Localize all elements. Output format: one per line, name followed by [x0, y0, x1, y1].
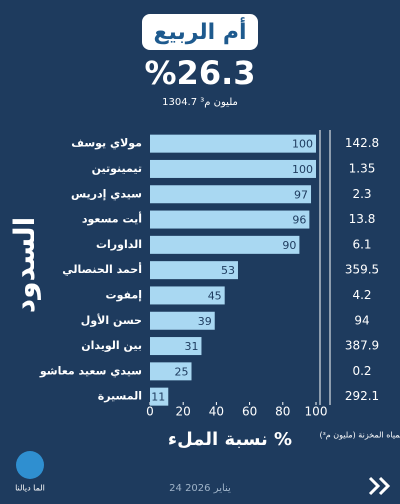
bar — [150, 337, 202, 356]
stored-value: 2.3 — [352, 187, 371, 201]
headline: %26.3 — [144, 54, 255, 92]
stored-value: 0.2 — [352, 364, 371, 378]
bar — [150, 311, 215, 330]
stored-header: المياه المخزنة (مليون م³) — [319, 431, 400, 440]
category-label: سيدي سعيد معاشو — [39, 364, 142, 377]
bar — [150, 261, 238, 280]
x-tick-label: 0 — [146, 405, 154, 419]
stored-value: 142.8 — [345, 136, 379, 150]
value-label: 11 — [151, 391, 165, 404]
x-axis-label: نسبة الملء % — [168, 429, 292, 450]
value-label: 96 — [292, 214, 306, 227]
category-label: تيمينوتين — [92, 162, 142, 175]
next-arrows — [368, 476, 391, 496]
bar — [150, 235, 300, 254]
x-tick-label: 100 — [305, 405, 328, 419]
chart-title: أم الربيع — [153, 16, 246, 45]
bar — [150, 387, 169, 406]
stored-value: 6.1 — [352, 237, 371, 251]
stored-value: 387.9 — [345, 339, 379, 353]
x-tick-label: 40 — [209, 405, 224, 419]
bar — [150, 362, 192, 381]
stored-value: 4.2 — [352, 288, 371, 302]
x-tick-label: 20 — [176, 405, 191, 419]
value-label: 100 — [292, 138, 313, 151]
value-label: 39 — [198, 315, 212, 328]
value-label: 100 — [292, 163, 313, 176]
bar — [150, 210, 310, 229]
category-label: حسن الأول — [81, 313, 142, 327]
date: 24 يناير 2026 — [169, 483, 231, 494]
x-tick-label: 60 — [242, 405, 257, 419]
category-label: بين الويدان — [81, 339, 142, 352]
value-label: 31 — [184, 340, 198, 353]
bar — [150, 134, 316, 153]
subtitle: 1304.7 مليون م³ — [162, 97, 238, 108]
value-label: 45 — [208, 289, 222, 302]
value-label: 97 — [294, 188, 308, 201]
bar — [150, 286, 225, 305]
category-label: مولاي يوسف — [71, 137, 142, 150]
category-label: الداورات — [96, 238, 142, 251]
stored-value: 94 — [354, 313, 369, 327]
category-label: أيت مسعود — [82, 212, 142, 226]
logo-icon — [16, 451, 44, 479]
x-tick-label: 80 — [275, 405, 290, 419]
stored-value: 13.8 — [349, 212, 376, 226]
value-label: 53 — [221, 264, 235, 277]
category-label: إمفوت — [106, 288, 142, 301]
value-label: 90 — [282, 239, 296, 252]
category-label: المسيرة — [98, 390, 142, 403]
title-box — [142, 14, 258, 50]
value-label: 25 — [175, 365, 189, 378]
y-axis-label: السدود — [8, 217, 41, 314]
category-label: أحمد الحنصالي — [62, 262, 142, 276]
logo: الما ديالنا — [15, 484, 45, 493]
stored-value: 292.1 — [345, 389, 379, 403]
stored-value: 359.5 — [345, 263, 379, 277]
stored-value: 1.35 — [349, 161, 376, 175]
bar — [150, 185, 312, 204]
bar — [150, 159, 316, 178]
category-label: سيدي إدريس — [71, 187, 142, 200]
